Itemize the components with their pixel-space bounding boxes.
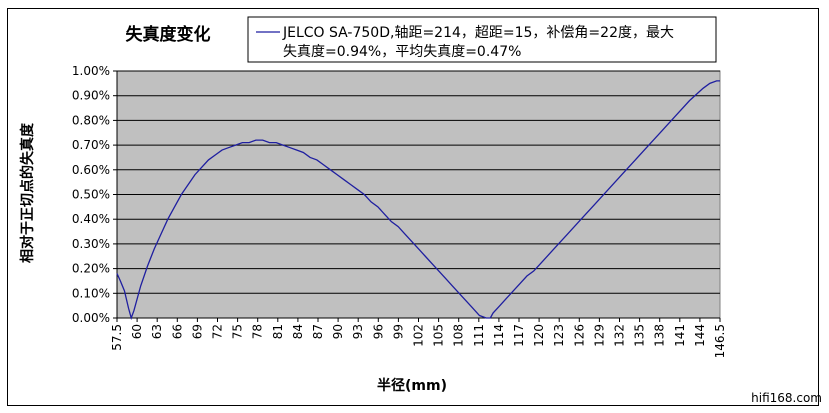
x-tick-label: 117	[512, 324, 526, 347]
y-axis-title: 相对于正切点的失真度	[19, 122, 36, 263]
x-tick-label: 102	[412, 324, 426, 347]
x-tick-label: 126	[572, 324, 586, 347]
x-tick-label: 60	[130, 324, 144, 339]
x-tick-label: 57.5	[110, 324, 124, 351]
x-tick-label: 63	[150, 324, 164, 339]
x-tick-label: 93	[351, 324, 365, 339]
x-axis-title: 半径(mm)	[377, 377, 447, 394]
y-tick-label: 0.60%	[72, 163, 110, 177]
y-tick-label: 0.30%	[72, 237, 110, 251]
x-tick-label: 96	[371, 324, 385, 339]
x-tick-label: 132	[613, 324, 627, 347]
series-line	[116, 80, 720, 321]
legend: JELCO SA-750D,轴距=214，超距=15，补偿角=22度，最大 失真…	[247, 16, 717, 63]
x-tick-label: 66	[170, 324, 184, 339]
x-tick-label: 99	[391, 324, 405, 339]
x-tick-label: 141	[673, 324, 687, 347]
x-tick-label: 135	[633, 324, 647, 347]
x-tick-label: 78	[251, 324, 265, 339]
x-tick-label: 108	[452, 324, 466, 347]
x-tick-label: 114	[492, 324, 506, 347]
legend-line-2: 失真度=0.94%，平均失真度=0.47%	[283, 44, 521, 60]
x-tick-label: 84	[291, 324, 305, 339]
x-tick-label: 87	[311, 324, 325, 339]
x-tick-label: 146.5	[713, 324, 727, 358]
legend-line-1: JELCO SA-750D,轴距=214，超距=15，补偿角=22度，最大	[282, 25, 674, 41]
y-tick-label: 0.10%	[72, 286, 110, 300]
y-tick-label: 1.00%	[72, 64, 110, 78]
y-tick-label: 0.70%	[72, 138, 110, 152]
y-tick-label: 0.40%	[72, 212, 110, 226]
x-axis-ticks: 57.5 60 63 66 69 72 75 78 81 84 87 90 93 96 99 102 105 10…	[110, 318, 727, 358]
x-tick-label: 138	[653, 324, 667, 347]
y-tick-label: 0.20%	[72, 262, 110, 276]
x-tick-label: 72	[211, 324, 225, 339]
chart-title: 失真度变化	[126, 24, 211, 45]
legend-box	[247, 16, 717, 63]
x-tick-label: 81	[271, 324, 285, 339]
gridlines	[117, 70, 720, 294]
y-tick-label: 0.80%	[72, 113, 110, 127]
x-tick-label: 144	[693, 324, 707, 347]
watermark: hifi168.com	[751, 391, 822, 405]
x-tick-label: 75	[231, 324, 245, 339]
x-tick-label: 90	[331, 324, 345, 339]
y-axis-ticks: 0.00% 0.10% 0.20% 0.30% 0.40% 0.50% 0.60% 0.70%…	[72, 64, 117, 325]
x-tick-label: 123	[552, 324, 566, 347]
x-tick-label: 69	[190, 324, 204, 339]
x-tick-label: 120	[532, 324, 546, 347]
y-tick-label: 0.90%	[72, 89, 110, 103]
x-tick-label: 129	[592, 324, 606, 347]
y-tick-label: 0.50%	[72, 188, 110, 202]
x-tick-label: 111	[472, 324, 486, 347]
x-tick-label: 105	[432, 324, 446, 347]
y-tick-label: 0.00%	[72, 311, 110, 325]
